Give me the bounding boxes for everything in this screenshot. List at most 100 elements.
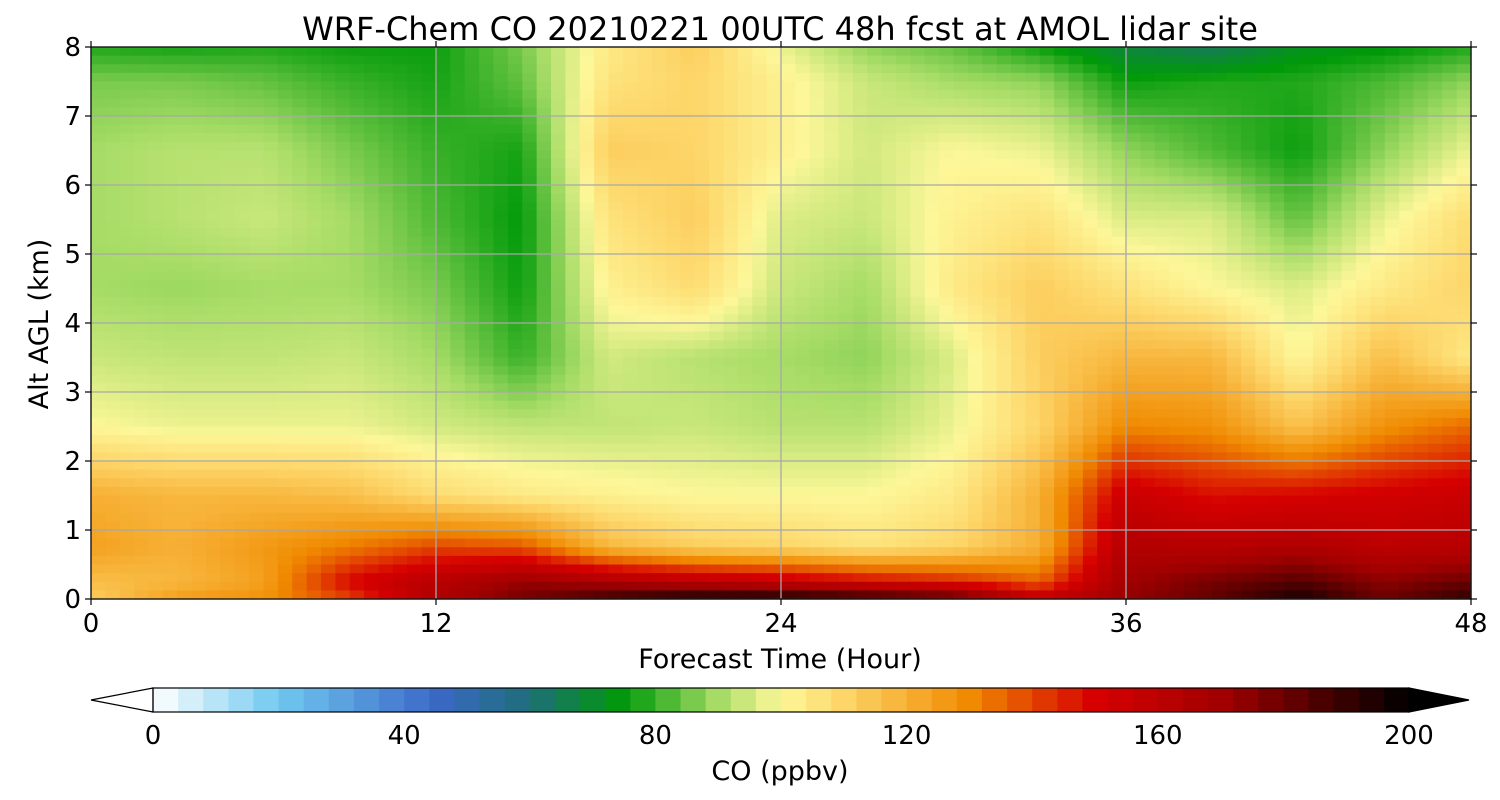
heatmap-cell xyxy=(234,323,250,333)
heatmap-cell xyxy=(1068,141,1084,152)
heatmap-cell xyxy=(709,228,725,238)
heatmap-cell xyxy=(321,90,336,100)
heatmap-cell xyxy=(1039,314,1055,324)
heatmap-cell xyxy=(1312,288,1328,298)
heatmap-cell xyxy=(594,47,610,57)
heatmap-cell xyxy=(105,288,121,298)
heatmap-cell xyxy=(134,254,150,264)
heatmap-cell xyxy=(723,409,739,419)
heatmap-cell xyxy=(1413,478,1429,488)
heatmap-cell xyxy=(407,107,423,117)
heatmap-cell xyxy=(119,383,135,393)
heatmap-cell xyxy=(321,254,336,264)
heatmap-cell xyxy=(507,159,523,169)
heatmap-cell xyxy=(838,400,854,410)
heatmap-cell xyxy=(1025,219,1041,229)
heatmap-cell xyxy=(752,210,768,221)
heatmap-cell xyxy=(1312,124,1328,134)
heatmap-cell xyxy=(1356,392,1371,402)
heatmap-cell xyxy=(737,47,753,57)
heatmap-cell xyxy=(392,426,408,436)
heatmap-cell xyxy=(594,314,610,324)
heatmap-cell xyxy=(594,141,610,152)
heatmap-cell xyxy=(321,98,336,108)
heatmap-cell xyxy=(680,323,696,333)
heatmap-cell xyxy=(795,357,811,367)
heatmap-cell xyxy=(277,469,293,479)
heatmap-cell xyxy=(666,72,681,83)
heatmap-cell xyxy=(1399,81,1415,91)
heatmap-cell xyxy=(249,314,265,324)
heatmap-cell xyxy=(1126,409,1141,419)
heatmap-cell xyxy=(1399,271,1415,281)
heatmap-cell xyxy=(1269,340,1285,350)
heatmap-cell xyxy=(867,72,883,83)
heatmap-cell xyxy=(1427,98,1443,108)
heatmap-cell xyxy=(1241,279,1256,290)
heatmap-cell xyxy=(852,314,868,324)
heatmap-cell xyxy=(1039,228,1055,238)
heatmap-cell xyxy=(1039,409,1055,419)
heatmap-cell xyxy=(162,219,178,229)
heatmap-cell xyxy=(1298,366,1314,376)
heatmap-cell xyxy=(752,340,768,350)
heatmap-cell xyxy=(1284,366,1300,376)
heatmap-cell xyxy=(896,323,911,333)
heatmap-cell xyxy=(1183,279,1199,290)
heatmap-cell xyxy=(206,81,221,91)
heatmap-cell xyxy=(1241,297,1256,307)
heatmap-cell xyxy=(565,107,581,117)
heatmap-cell xyxy=(1442,323,1458,333)
heatmap-cell xyxy=(450,202,466,212)
heatmap-cell xyxy=(666,305,681,315)
heatmap-cell xyxy=(134,90,150,100)
heatmap-cell xyxy=(105,219,121,229)
heatmap-cell xyxy=(522,202,538,212)
heatmap-cell xyxy=(1111,124,1127,134)
heatmap-cell xyxy=(206,98,221,108)
heatmap-cell xyxy=(436,116,451,126)
heatmap-cell xyxy=(378,245,394,255)
heatmap-cell xyxy=(622,219,638,229)
heatmap-cell xyxy=(579,64,595,74)
heatmap-cell xyxy=(206,279,221,290)
heatmap-cell xyxy=(1025,400,1041,410)
heatmap-cell xyxy=(1039,159,1055,169)
heatmap-cell xyxy=(1054,124,1070,134)
heatmap-cell xyxy=(1442,392,1458,402)
heatmap-cell xyxy=(967,314,983,324)
heatmap-cell xyxy=(292,47,308,57)
heatmap-cell xyxy=(781,116,796,126)
heatmap-cell xyxy=(982,81,998,91)
heatmap-cell xyxy=(1154,72,1170,83)
heatmap-cell xyxy=(119,124,135,134)
heatmap-cell xyxy=(1197,400,1213,410)
heatmap-cell xyxy=(407,64,423,74)
heatmap-cell xyxy=(1284,236,1300,246)
heatmap-cell xyxy=(896,55,911,65)
heatmap-cell xyxy=(335,176,351,186)
heatmap-cell xyxy=(551,288,566,298)
heatmap-cell xyxy=(910,72,926,83)
heatmap-cell xyxy=(119,400,135,410)
heatmap-cell xyxy=(1284,374,1300,384)
heatmap-cell xyxy=(1269,72,1285,83)
heatmap-cell xyxy=(1341,254,1357,264)
heatmap-cell xyxy=(1082,236,1098,246)
heatmap-cell xyxy=(1068,90,1084,100)
heatmap-cell xyxy=(134,409,150,419)
heatmap-cell xyxy=(1025,81,1041,91)
heatmap-cell xyxy=(522,90,538,100)
heatmap-cell xyxy=(781,435,796,445)
heatmap-cell xyxy=(220,452,236,462)
heatmap-cell xyxy=(507,202,523,212)
heatmap-cell xyxy=(1140,417,1156,428)
heatmap-cell xyxy=(407,150,423,160)
heatmap-cell xyxy=(1356,98,1371,108)
heatmap-cell xyxy=(1241,288,1256,298)
heatmap-cell xyxy=(134,72,150,83)
heatmap-cell xyxy=(119,81,135,91)
heatmap-cell xyxy=(507,81,523,91)
heatmap-cell xyxy=(1068,409,1084,419)
heatmap-cell xyxy=(206,107,221,117)
